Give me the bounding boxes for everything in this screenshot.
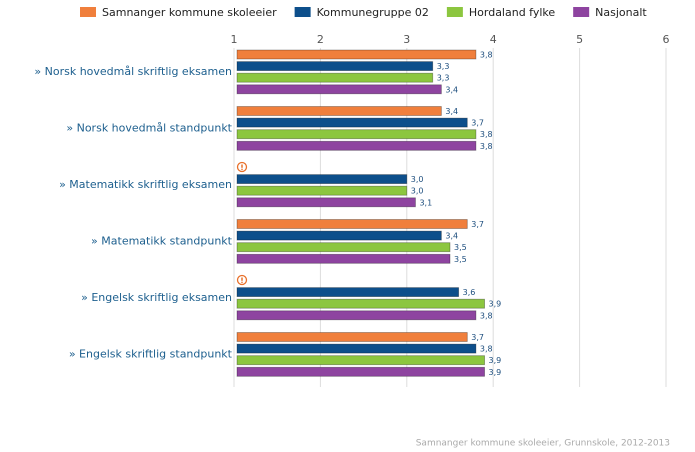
value-label: 3,8	[480, 142, 493, 151]
legend-label: Nasjonalt	[595, 6, 647, 19]
source: Samnanger kommune skoleeier, Grunnskole,…	[416, 439, 670, 449]
value-label: 3,4	[445, 85, 458, 94]
bar	[236, 129, 477, 140]
legend-label: Hordaland fylke	[469, 6, 556, 19]
x-tick-label: 2	[317, 33, 324, 46]
bar	[236, 230, 442, 241]
value-label: 3,9	[489, 356, 502, 365]
legend-swatch	[294, 7, 311, 17]
bar	[236, 174, 408, 185]
value-label: 3,9	[489, 300, 502, 309]
bar	[236, 355, 485, 366]
category-label: » Matematikk skriftlig eksamen	[59, 178, 232, 191]
legend-swatch	[446, 7, 463, 17]
value-label: 3,6	[463, 288, 476, 297]
bar	[236, 197, 416, 208]
bar	[236, 343, 477, 354]
x-tick-label: 1	[231, 33, 238, 46]
bar	[236, 49, 477, 60]
category-label: » Norsk hovedmål standpunkt	[66, 122, 232, 135]
legend-swatch	[80, 7, 96, 17]
value-label: 3,0	[411, 187, 424, 196]
x-tick-label: 3	[403, 33, 410, 46]
value-label: 3,4	[445, 107, 458, 116]
value-label: 3,8	[480, 51, 493, 60]
bar	[236, 72, 434, 83]
value-label: 3,7	[471, 333, 484, 342]
value-label: 3,0	[411, 175, 424, 184]
bar	[236, 310, 477, 321]
bar	[236, 242, 451, 253]
value-label: 3,8	[480, 311, 493, 320]
bar	[236, 140, 477, 151]
bar	[236, 287, 460, 298]
x-tick-label: 6	[663, 33, 670, 46]
value-label: 3,8	[480, 345, 493, 354]
bar	[236, 253, 451, 264]
value-label: 3,3	[437, 74, 450, 83]
value-label: 3,3	[437, 62, 450, 71]
value-label: 3,9	[489, 368, 502, 377]
bar	[236, 84, 442, 95]
missing-data-icon-dot	[241, 168, 243, 171]
value-label: 3,5	[454, 255, 467, 264]
missing-data-icon-dot	[241, 281, 243, 284]
bar	[236, 61, 434, 71]
value-label: 3,5	[454, 243, 467, 252]
category-label: » Engelsk skriftlig standpunkt	[69, 348, 233, 361]
bar	[236, 219, 468, 229]
bar	[236, 117, 468, 128]
category-label: » Norsk hovedmål skriftlig eksamen	[34, 65, 232, 78]
legend-label: Kommunegruppe 02	[317, 6, 429, 19]
value-label: 3,8	[480, 130, 493, 139]
bar	[236, 332, 468, 342]
value-label: 3,4	[445, 232, 458, 241]
x-tick-label: 4	[490, 33, 497, 46]
category-label: » Matematikk standpunkt	[91, 235, 233, 248]
bar	[236, 185, 408, 196]
value-label: 3,7	[471, 119, 484, 128]
legend-label: Samnanger kommune skoleeier	[102, 6, 277, 19]
category-label: » Engelsk skriftlig eksamen	[81, 291, 232, 304]
legend-swatch	[573, 7, 590, 17]
bar	[236, 298, 485, 309]
x-tick-label: 5	[576, 33, 583, 46]
value-label: 3,7	[471, 220, 484, 229]
value-label: 3,1	[419, 198, 432, 207]
bar	[236, 106, 442, 116]
bar	[236, 366, 485, 377]
